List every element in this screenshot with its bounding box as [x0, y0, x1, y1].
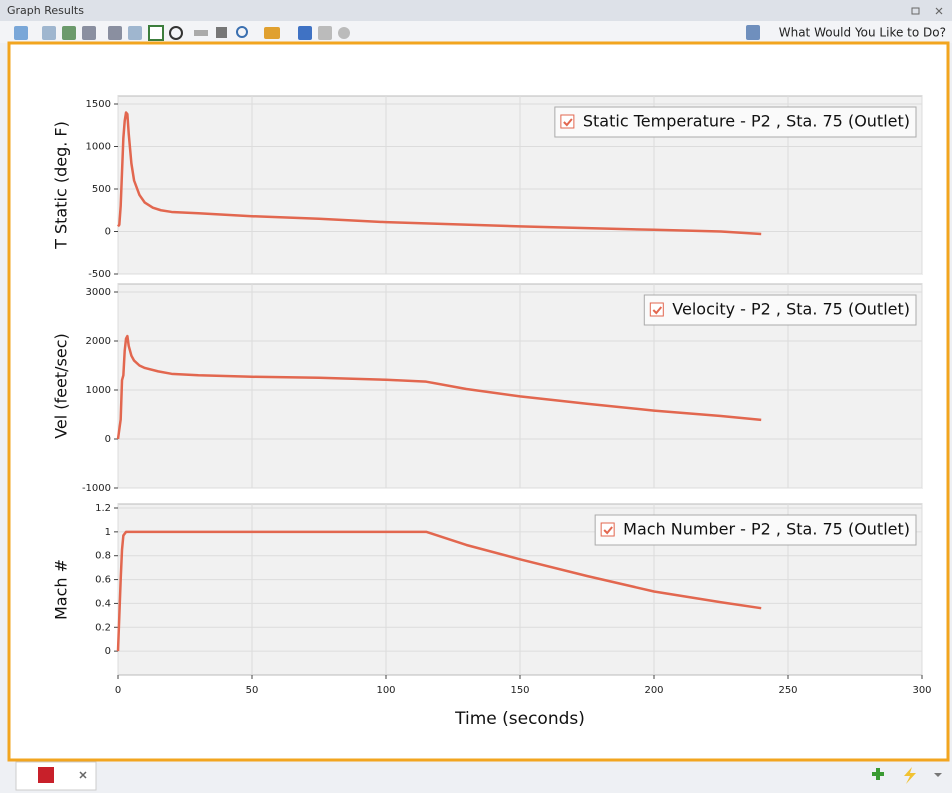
- legend-checkbox[interactable]: [600, 522, 615, 537]
- icon[interactable]: [169, 26, 183, 40]
- legend-box: [594, 514, 917, 546]
- y-tick-label: 0: [105, 227, 111, 238]
- legend-check: [652, 306, 663, 315]
- y-axis-label: T Static (deg. F): [52, 121, 71, 250]
- y-tick-label: -500: [88, 269, 111, 280]
- icon[interactable]: [236, 26, 248, 38]
- help-icon[interactable]: [746, 25, 760, 40]
- icon[interactable]: [194, 30, 208, 36]
- x-tick-label: 100: [376, 685, 395, 696]
- dropdown-button[interactable]: [934, 773, 942, 777]
- legend-checkbox[interactable]: [649, 302, 664, 317]
- y-tick-label: 0.2: [95, 622, 111, 633]
- series-line: [116, 334, 762, 440]
- series-line: [117, 111, 762, 236]
- tab-bar: [0, 762, 952, 793]
- y-tick-label: 1: [105, 527, 111, 538]
- toolbar: [0, 21, 952, 43]
- legend: Velocity - P2 , Sta. 75 (Outlet): [643, 294, 917, 326]
- help-link[interactable]: What Would You Like to Do?: [779, 26, 946, 40]
- y-tick-label: 0: [105, 646, 111, 657]
- icon[interactable]: [128, 26, 142, 40]
- icon[interactable]: [82, 26, 96, 40]
- y-tick-label: 0.8: [95, 551, 111, 562]
- y-tick-label: 1000: [86, 385, 111, 396]
- tab-icon: [38, 767, 54, 783]
- title-bar: [0, 0, 952, 21]
- legend-box: [643, 294, 917, 326]
- icon[interactable]: [108, 26, 122, 40]
- close-button[interactable]: [935, 7, 943, 15]
- icon[interactable]: [318, 26, 332, 40]
- legend-label: Velocity - P2 , Sta. 75 (Outlet): [672, 300, 910, 319]
- y-tick-label: 3000: [86, 287, 111, 298]
- x-tick-label: 0: [115, 685, 121, 696]
- toolbar-icons: [14, 25, 760, 41]
- y-tick-label: 0: [105, 434, 111, 445]
- legend: Static Temperature - P2 , Sta. 75 (Outle…: [554, 106, 917, 138]
- legend-check: [603, 526, 613, 535]
- icon[interactable]: [264, 27, 280, 39]
- y-tick-label: 500: [92, 184, 111, 195]
- lightning-button[interactable]: [904, 767, 916, 784]
- restore-button[interactable]: [911, 7, 920, 15]
- x-tick-label: 300: [912, 685, 931, 696]
- y-tick-label: 0.6: [95, 575, 111, 586]
- add-button[interactable]: [872, 768, 884, 780]
- y-axis-label: Vel (feet/sec): [52, 333, 71, 439]
- legend-checkbox[interactable]: [560, 114, 575, 129]
- legend-label: Mach Number - P2 , Sta. 75 (Outlet): [623, 520, 910, 539]
- series-line: [116, 530, 762, 652]
- legend: Mach Number - P2 , Sta. 75 (Outlet): [594, 514, 917, 546]
- icon[interactable]: [298, 26, 312, 40]
- icon[interactable]: [42, 26, 56, 40]
- icon[interactable]: [14, 26, 28, 40]
- y-tick-label: 1.2: [95, 503, 111, 514]
- x-tick-label: 150: [510, 685, 529, 696]
- x-tick-label: 250: [778, 685, 797, 696]
- icon[interactable]: [148, 25, 164, 41]
- legend-label: Static Temperature - P2 , Sta. 75 (Outle…: [583, 112, 910, 131]
- tab-close[interactable]: [79, 771, 87, 779]
- icon[interactable]: [216, 27, 227, 38]
- y-tick-label: 2000: [86, 336, 111, 347]
- window-title: Graph Results: [7, 4, 84, 17]
- y-axis-label: Mach #: [52, 559, 71, 620]
- x-tick-label: 200: [644, 685, 663, 696]
- y-tick-label: 0.4: [95, 598, 111, 609]
- y-tick-label: 1500: [86, 99, 111, 110]
- y-tick-label: 1000: [86, 142, 111, 153]
- legend-box: [554, 106, 917, 138]
- icon[interactable]: [338, 27, 350, 39]
- icon[interactable]: [62, 26, 76, 40]
- legend-check: [563, 118, 573, 127]
- x-tick-label: 50: [246, 685, 259, 696]
- y-tick-label: -1000: [82, 483, 111, 494]
- x-axis-label: Time (seconds): [454, 709, 585, 729]
